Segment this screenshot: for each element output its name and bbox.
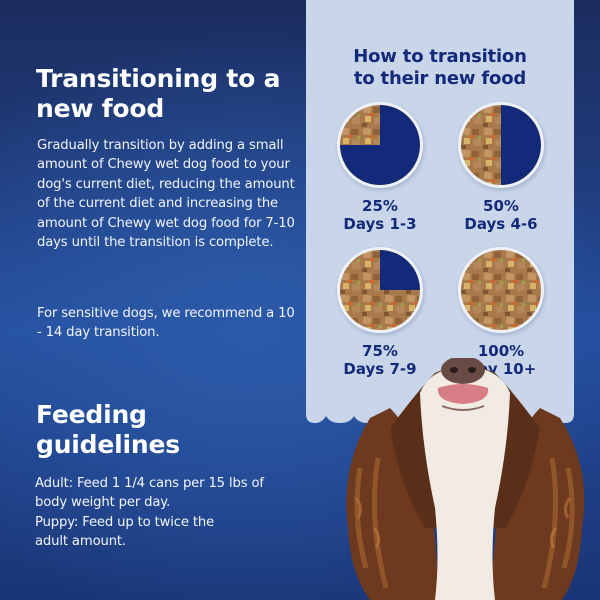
stage-percent: 75% — [362, 342, 398, 360]
stage-percent: 100% — [477, 342, 525, 360]
pie-75-icon — [337, 247, 423, 333]
sensitive-dogs-note: For sensitive dogs, we recommend a 10 - … — [37, 306, 295, 341]
stage-percent: 50% — [483, 197, 519, 215]
panel-title-line2: to their new food — [353, 68, 527, 89]
pie-100-icon — [458, 247, 544, 333]
stage-days: Days 7-9 — [343, 360, 417, 378]
stage-label-75: 75% Days 7-9 — [325, 342, 435, 378]
stage-days: Days 4-6 — [464, 215, 538, 233]
feeding-adult: Adult: Feed 1 1/4 cans per 15 lbs of bod… — [35, 476, 264, 511]
panel-title: How to transition to their new food — [306, 46, 574, 90]
feeding-puppy: Puppy: Feed up to twice the adult amount… — [35, 514, 215, 550]
stage-label-25: 25% Days 1-3 — [325, 197, 435, 233]
transition-heading: Transitioning to a new food — [36, 64, 281, 123]
transition-panel — [306, 0, 574, 410]
stage-percent: 25% — [362, 197, 398, 215]
feeding-heading: Feeding guidelines — [36, 400, 180, 459]
stage-label-50: 50% Days 4-6 — [446, 197, 556, 233]
transition-body: Gradually transition by adding a small a… — [37, 138, 295, 251]
pie-25-icon — [337, 102, 423, 188]
dog-photo — [346, 358, 585, 600]
panel-title-line1: How to transition — [353, 46, 527, 67]
feeding-guidelines: Adult: Feed 1 1/4 cans per 15 lbs of bod… — [35, 474, 295, 552]
pie-50-icon — [458, 102, 544, 188]
stage-days: Days 1-3 — [343, 215, 417, 233]
